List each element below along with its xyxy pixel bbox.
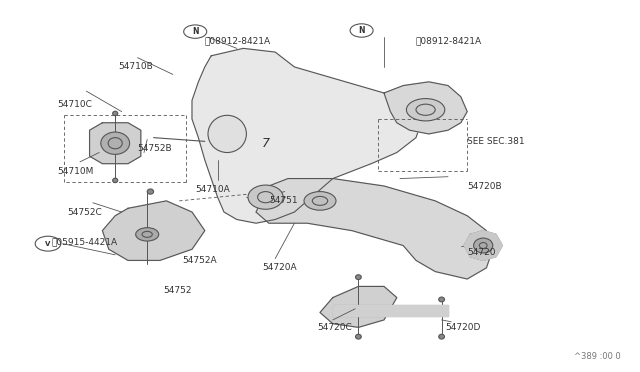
Ellipse shape xyxy=(356,334,362,339)
Circle shape xyxy=(136,228,159,241)
Circle shape xyxy=(406,99,445,121)
Polygon shape xyxy=(384,82,467,134)
Text: 54751: 54751 xyxy=(269,196,298,205)
Ellipse shape xyxy=(147,189,154,194)
Polygon shape xyxy=(333,305,448,316)
Text: 54720C: 54720C xyxy=(317,323,351,332)
Text: 54752A: 54752A xyxy=(182,256,217,265)
Text: 54710B: 54710B xyxy=(118,62,153,71)
Text: 54710M: 54710M xyxy=(58,167,94,176)
Text: Ⓟ05915-4421A: Ⓟ05915-4421A xyxy=(51,237,117,246)
Text: 54752B: 54752B xyxy=(138,144,172,153)
Text: 54752: 54752 xyxy=(163,286,192,295)
Text: N: N xyxy=(192,27,198,36)
Polygon shape xyxy=(102,201,205,260)
Text: 54710A: 54710A xyxy=(195,185,230,194)
Text: 54720: 54720 xyxy=(467,248,496,257)
Text: 54720A: 54720A xyxy=(262,263,297,272)
Text: 54710C: 54710C xyxy=(58,100,92,109)
Text: 54720B: 54720B xyxy=(467,182,502,190)
Ellipse shape xyxy=(356,275,362,280)
Polygon shape xyxy=(256,179,493,279)
Ellipse shape xyxy=(474,238,493,253)
Ellipse shape xyxy=(113,111,118,116)
Polygon shape xyxy=(464,231,502,260)
Ellipse shape xyxy=(248,185,283,209)
Text: N: N xyxy=(358,26,365,35)
Ellipse shape xyxy=(439,334,444,339)
Polygon shape xyxy=(90,123,141,164)
Ellipse shape xyxy=(100,132,129,154)
Ellipse shape xyxy=(113,178,118,183)
Text: 54752C: 54752C xyxy=(67,208,102,217)
Text: V: V xyxy=(45,241,51,247)
Text: 54720D: 54720D xyxy=(445,323,480,332)
Text: 7: 7 xyxy=(262,137,269,150)
Polygon shape xyxy=(320,286,397,327)
Circle shape xyxy=(304,192,336,210)
Text: ⓝ08912-8421A: ⓝ08912-8421A xyxy=(416,36,482,45)
Text: ^389 :00 0: ^389 :00 0 xyxy=(574,352,621,361)
Text: SEE SEC.381: SEE SEC.381 xyxy=(467,137,525,146)
Ellipse shape xyxy=(208,115,246,153)
Polygon shape xyxy=(192,48,422,223)
Text: ⓝ08912-8421A: ⓝ08912-8421A xyxy=(205,36,271,45)
Ellipse shape xyxy=(439,297,444,302)
